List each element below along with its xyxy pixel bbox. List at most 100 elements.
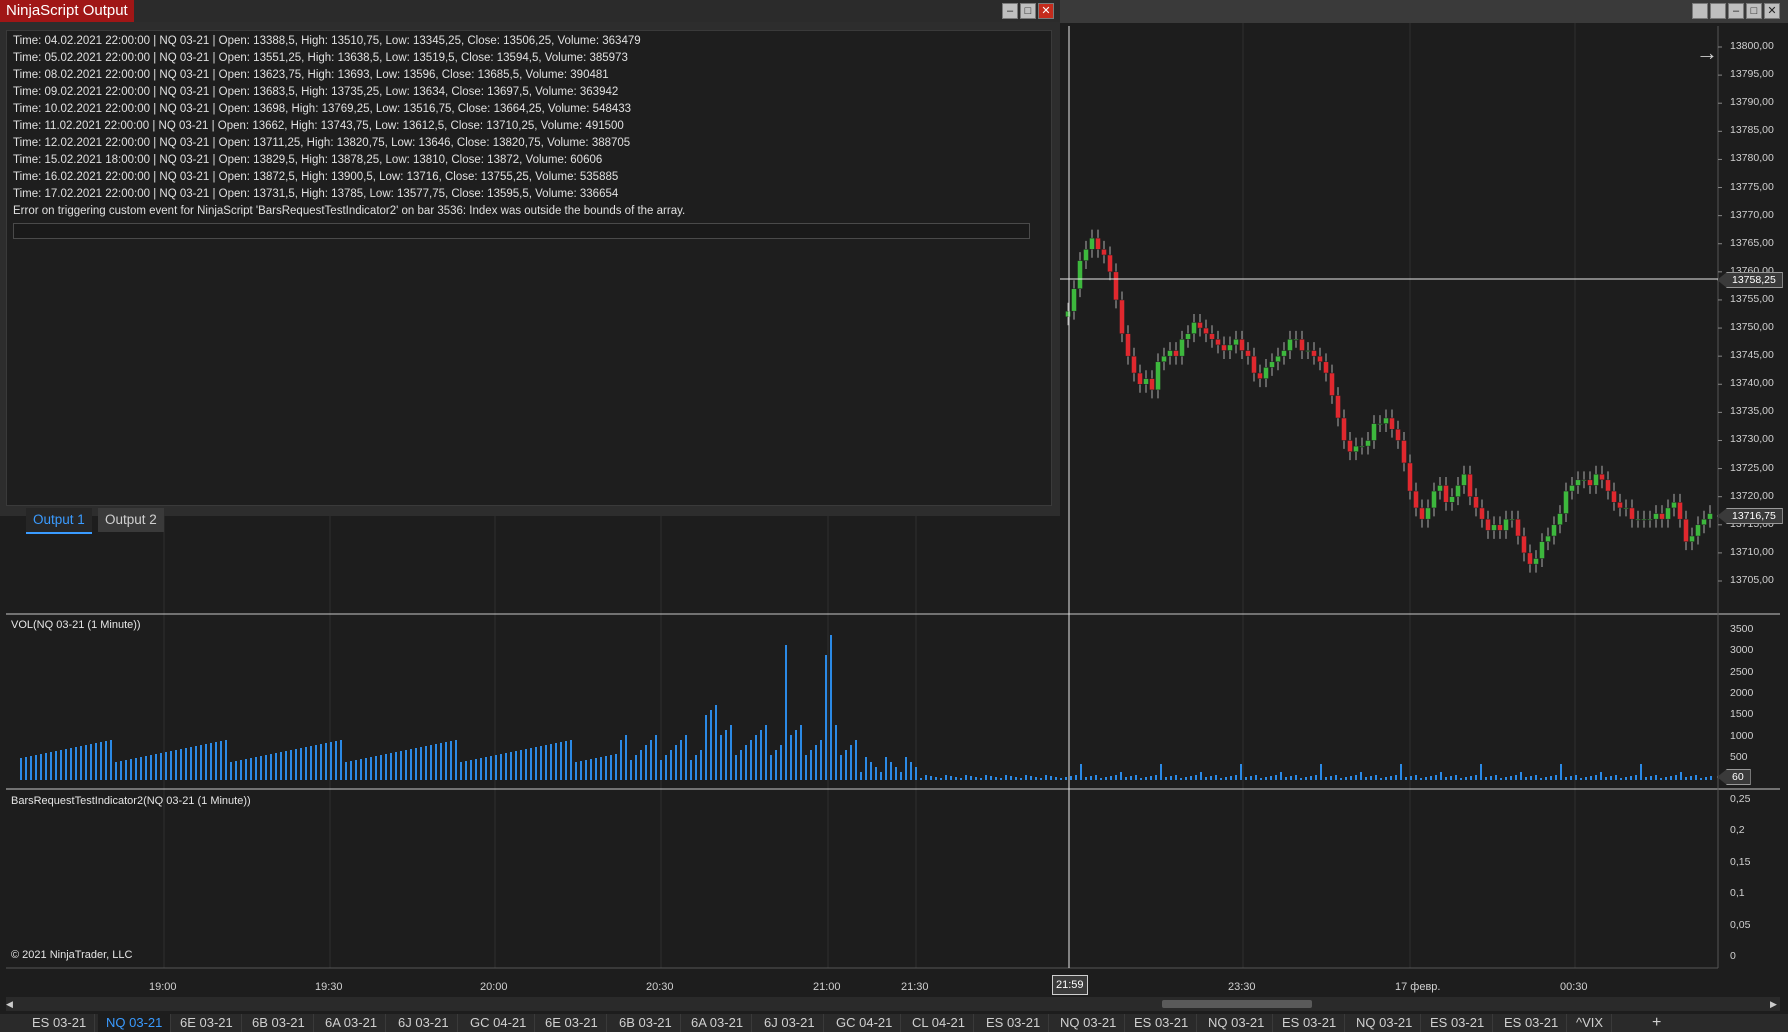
instrument-tab[interactable]: ES 03-21 (24, 1014, 96, 1032)
instrument-tab[interactable]: 6A 03-21 (317, 1014, 387, 1032)
candle-body (1551, 524, 1557, 537)
scrollbar-thumb[interactable] (1162, 1000, 1312, 1008)
volume-bar (925, 775, 927, 780)
instrument-tab[interactable]: 6J 03-21 (756, 1014, 824, 1032)
instrument-tab[interactable]: NQ 03-21 (1348, 1014, 1422, 1032)
candle-body (1215, 339, 1221, 346)
scroll-left-icon[interactable]: ◀ (6, 999, 13, 1009)
candle-body (1497, 524, 1503, 531)
volume-bar (525, 749, 527, 780)
volume-bar (355, 760, 357, 780)
instrument-tab[interactable]: NQ 03-21 (98, 1014, 172, 1032)
volume-bar (670, 750, 672, 780)
output-input-line[interactable] (13, 223, 1030, 239)
volume-bar (210, 743, 212, 780)
instrument-tab[interactable]: 6B 03-21 (611, 1014, 681, 1032)
candle-body (1569, 485, 1575, 492)
instrument-tabs-bar (0, 1014, 1788, 1032)
volume-bar (850, 745, 852, 780)
volume-bar (800, 725, 802, 780)
volume-bar (1000, 778, 1002, 780)
instrument-tab[interactable]: 6J 03-21 (390, 1014, 458, 1032)
instrument-tab[interactable]: 6E 03-21 (537, 1014, 607, 1032)
volume-bar (1395, 775, 1397, 780)
instrument-tab[interactable]: ES 03-21 (1496, 1014, 1568, 1032)
tab-output-2[interactable]: Output 2 (98, 508, 164, 532)
instrument-tab[interactable]: ES 03-21 (978, 1014, 1050, 1032)
maximize-icon[interactable]: □ (1746, 3, 1762, 19)
candle-body (1329, 372, 1335, 396)
output-close-icon[interactable]: ✕ (1038, 3, 1054, 19)
volume-bar (1680, 772, 1682, 780)
instrument-tab[interactable]: CL 04-21 (904, 1014, 974, 1032)
instrument-tab[interactable]: ES 03-21 (1274, 1014, 1346, 1032)
volume-bar (135, 758, 137, 780)
candle-body (1251, 355, 1257, 374)
candle-body (1185, 333, 1191, 340)
volume-bar (245, 759, 247, 780)
instrument-tab[interactable]: NQ 03-21 (1200, 1014, 1274, 1032)
instrument-tab[interactable]: ES 03-21 (1422, 1014, 1494, 1032)
volume-bar (1640, 764, 1642, 780)
volume-bar (1480, 764, 1482, 780)
volume-bar (1060, 778, 1062, 780)
volume-bar (260, 756, 262, 780)
candle-body (1167, 350, 1173, 357)
instrument-tab[interactable]: 6E 03-21 (172, 1014, 242, 1032)
instrument-tab[interactable]: GC 04-21 (462, 1014, 536, 1032)
volume-bar (1590, 776, 1592, 780)
volume-bar (1175, 775, 1177, 780)
volume-bar (480, 758, 482, 780)
output-window-titlebar[interactable]: NinjaScript Output – □ ✕ (0, 0, 1060, 22)
chart-scrollbar[interactable]: ◀ ▶ (6, 997, 1780, 1011)
tile-icon-2[interactable] (1710, 3, 1726, 19)
volume-bar (995, 777, 997, 780)
output-text-area[interactable]: Time: 04.02.2021 22:00:00 | NQ 03-21 | O… (6, 30, 1052, 506)
volume-bar (295, 749, 297, 780)
candle-body (1449, 496, 1455, 503)
volume-bar (1160, 764, 1162, 780)
volume-bar (1385, 777, 1387, 780)
arrow-right-icon[interactable]: → (1696, 40, 1718, 65)
candle-body (1083, 249, 1089, 261)
volume-bar (100, 742, 102, 780)
volume-bar (940, 778, 942, 780)
volume-bar (1240, 764, 1242, 780)
tile-icon[interactable] (1692, 3, 1708, 19)
close-icon[interactable]: ✕ (1764, 3, 1780, 19)
output-maximize-icon[interactable]: □ (1020, 3, 1036, 19)
volume-tag: 60 (1717, 769, 1751, 785)
instrument-tab[interactable]: NQ 03-21 (1052, 1014, 1126, 1032)
instrument-tab[interactable]: 6A 03-21 (683, 1014, 753, 1032)
volume-bar (1265, 777, 1267, 780)
scroll-right-icon[interactable]: ▶ (1770, 999, 1777, 1009)
volume-bar (1185, 777, 1187, 780)
instrument-tab[interactable]: ^VIX (1568, 1014, 1613, 1032)
volume-bar (1065, 777, 1067, 780)
candle-body (1065, 310, 1071, 318)
volume-bar (360, 759, 362, 780)
instrument-tab[interactable]: ES 03-21 (1126, 1014, 1198, 1032)
volume-bar (815, 745, 817, 780)
output-minimize-icon[interactable]: – (1002, 3, 1018, 19)
volume-bar (790, 735, 792, 780)
volume-bar (1285, 777, 1287, 780)
volume-bar (565, 741, 567, 780)
candle-body (1077, 260, 1083, 289)
volume-bar (1295, 775, 1297, 780)
volume-bar (600, 757, 602, 780)
instrument-tab[interactable]: GC 04-21 (828, 1014, 902, 1032)
volume-bar (155, 754, 157, 780)
volume-bar (40, 754, 42, 780)
volume-bar (765, 725, 767, 780)
price-tick-label: 13750,00 (1730, 321, 1774, 334)
volume-bar (900, 772, 902, 780)
minimize-icon[interactable]: – (1728, 3, 1744, 19)
tab-output-1[interactable]: Output 1 (26, 508, 92, 534)
volume-bar (505, 753, 507, 780)
volume-bar (290, 750, 292, 780)
add-tab-button[interactable]: + (1652, 1014, 1662, 1031)
instrument-tab[interactable]: 6B 03-21 (244, 1014, 314, 1032)
volume-bar (1615, 775, 1617, 780)
candle-body (1659, 513, 1665, 520)
